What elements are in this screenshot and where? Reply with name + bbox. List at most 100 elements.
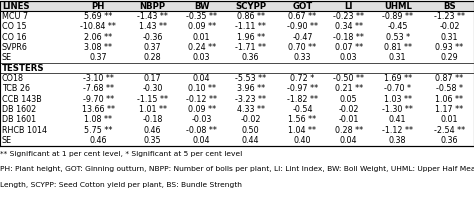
Text: 1.06 **: 1.06 ** — [436, 95, 464, 104]
Text: -1.11 **: -1.11 ** — [235, 22, 266, 31]
Text: 2.06 **: 2.06 ** — [84, 33, 112, 42]
Text: 0.36: 0.36 — [441, 136, 458, 145]
Text: -0.90 **: -0.90 ** — [287, 22, 318, 31]
Text: -0.36: -0.36 — [142, 33, 163, 42]
Text: 0.67 **: 0.67 ** — [288, 12, 317, 21]
Text: SVPR6: SVPR6 — [2, 43, 28, 52]
Text: 0.41: 0.41 — [389, 115, 407, 124]
Text: TESTERS: TESTERS — [2, 64, 45, 73]
Text: 0.28: 0.28 — [144, 53, 161, 62]
Text: 0.93 **: 0.93 ** — [436, 43, 464, 52]
Text: -0.30: -0.30 — [142, 84, 163, 93]
Text: 0.44: 0.44 — [242, 136, 259, 145]
Text: 0.31: 0.31 — [441, 33, 458, 42]
Text: 0.28 **: 0.28 ** — [335, 126, 363, 135]
Text: -0.47: -0.47 — [292, 33, 313, 42]
Text: 0.37: 0.37 — [144, 43, 161, 52]
Text: -1.30 **: -1.30 ** — [383, 105, 413, 114]
Text: -0.01: -0.01 — [338, 115, 359, 124]
Text: SE: SE — [2, 136, 12, 145]
Text: -0.08 **: -0.08 ** — [186, 126, 217, 135]
Text: 0.29: 0.29 — [441, 53, 458, 62]
Text: GOT: GOT — [292, 2, 312, 11]
Text: DB 1601: DB 1601 — [2, 115, 36, 124]
Text: -1.71 **: -1.71 ** — [235, 43, 266, 52]
Text: MCU 7: MCU 7 — [2, 12, 28, 21]
Text: ** Significant at 1 per cent level, * Significant at 5 per cent level: ** Significant at 1 per cent level, * Si… — [0, 151, 242, 157]
Text: PH: Plant height, GOT: Ginning outturn, NBPP: Number of bolls per plant, LI: Lin: PH: Plant height, GOT: Ginning outturn, … — [0, 166, 474, 172]
Text: 0.36: 0.36 — [242, 53, 259, 62]
Text: PH: PH — [91, 2, 105, 11]
Text: 0.70 **: 0.70 ** — [288, 43, 317, 52]
Text: 1.08 **: 1.08 ** — [84, 115, 112, 124]
Text: 1.43 **: 1.43 ** — [138, 22, 166, 31]
Text: 0.34 **: 0.34 ** — [335, 22, 363, 31]
Text: -0.35 **: -0.35 ** — [186, 12, 217, 21]
Text: RHCB 1014: RHCB 1014 — [2, 126, 47, 135]
Text: 0.24 **: 0.24 ** — [188, 43, 216, 52]
Text: BW: BW — [194, 2, 210, 11]
Text: -0.58 *: -0.58 * — [436, 84, 463, 93]
Text: -3.10 **: -3.10 ** — [82, 74, 113, 83]
Text: -0.50 **: -0.50 ** — [333, 74, 364, 83]
Text: 1.96 **: 1.96 ** — [237, 33, 264, 42]
Text: 0.53 *: 0.53 * — [386, 33, 410, 42]
Text: 0.01: 0.01 — [441, 115, 458, 124]
Text: 0.01: 0.01 — [193, 33, 210, 42]
Text: -1.15 **: -1.15 ** — [137, 95, 168, 104]
Text: CO 15: CO 15 — [2, 22, 27, 31]
Text: 0.05: 0.05 — [340, 95, 357, 104]
Text: 0.04: 0.04 — [340, 136, 357, 145]
Text: LINES: LINES — [2, 2, 29, 11]
Text: 13.66 **: 13.66 ** — [82, 105, 115, 114]
Text: 0.03: 0.03 — [193, 53, 210, 62]
Text: UHML: UHML — [384, 2, 411, 11]
Text: LI: LI — [345, 2, 353, 11]
Text: -0.02: -0.02 — [439, 22, 460, 31]
Text: 0.50: 0.50 — [242, 126, 259, 135]
Text: -0.70 *: -0.70 * — [384, 84, 411, 93]
Text: 1.04 **: 1.04 ** — [288, 126, 316, 135]
Text: TCB 26: TCB 26 — [2, 84, 30, 93]
Text: 0.37: 0.37 — [89, 53, 107, 62]
Text: NBPP: NBPP — [139, 2, 165, 11]
Text: 0.10 **: 0.10 ** — [188, 84, 216, 93]
Text: -7.68 **: -7.68 ** — [82, 84, 114, 93]
Text: -10.84 **: -10.84 ** — [80, 22, 116, 31]
Text: 0.07 **: 0.07 ** — [335, 43, 363, 52]
Text: -9.70 **: -9.70 ** — [82, 95, 114, 104]
Text: -1.23 **: -1.23 ** — [434, 12, 465, 21]
Text: 1.03 **: 1.03 ** — [384, 95, 412, 104]
Text: 0.03: 0.03 — [340, 53, 357, 62]
Text: 0.31: 0.31 — [389, 53, 407, 62]
Text: 0.04: 0.04 — [193, 136, 210, 145]
Bar — [0, 1, 474, 11]
Text: 5.75 **: 5.75 ** — [84, 126, 112, 135]
Text: 0.46: 0.46 — [144, 126, 161, 135]
Text: 5.69 **: 5.69 ** — [84, 12, 112, 21]
Text: 1.17 **: 1.17 ** — [436, 105, 464, 114]
Text: 0.87 **: 0.87 ** — [436, 74, 464, 83]
Text: 0.21 **: 0.21 ** — [335, 84, 363, 93]
Text: 0.33: 0.33 — [293, 53, 311, 62]
Text: 0.09 **: 0.09 ** — [188, 105, 216, 114]
Text: SCYPP: SCYPP — [235, 2, 266, 11]
Text: 0.86 **: 0.86 ** — [237, 12, 264, 21]
Text: -1.43 **: -1.43 ** — [137, 12, 168, 21]
Text: 0.72 *: 0.72 * — [290, 74, 315, 83]
Text: 0.46: 0.46 — [89, 136, 107, 145]
Text: 1.69 **: 1.69 ** — [383, 74, 412, 83]
Text: -0.03: -0.03 — [191, 115, 212, 124]
Text: -0.18: -0.18 — [142, 115, 163, 124]
Text: CO18: CO18 — [2, 74, 24, 83]
Text: 0.04: 0.04 — [193, 74, 210, 83]
Text: -0.45: -0.45 — [387, 22, 408, 31]
Text: -1.82 **: -1.82 ** — [287, 95, 318, 104]
Text: 0.38: 0.38 — [389, 136, 407, 145]
Text: -0.23 **: -0.23 ** — [333, 12, 364, 21]
Text: -1.12 **: -1.12 ** — [382, 126, 413, 135]
Text: 0.35: 0.35 — [144, 136, 161, 145]
Text: -0.12 **: -0.12 ** — [186, 95, 217, 104]
Text: 1.56 **: 1.56 ** — [288, 115, 317, 124]
Text: -3.23 **: -3.23 ** — [235, 95, 266, 104]
